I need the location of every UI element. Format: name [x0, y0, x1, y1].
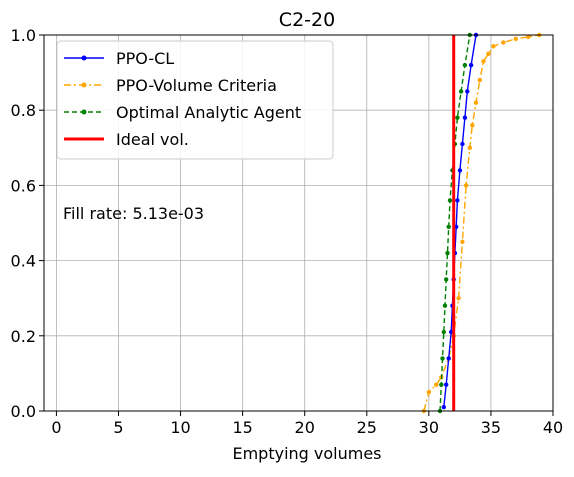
series-optimal-analytic-agent — [437, 32, 472, 414]
data-point-ppo-volume-criteria — [477, 77, 482, 83]
x-tick-label: 25 — [357, 418, 377, 437]
data-point-ppo-cl — [455, 198, 460, 203]
data-point-ppo-cl — [468, 62, 474, 68]
data-point-optimal-analytic-agent — [462, 62, 468, 68]
series-ppo-cl — [441, 32, 479, 410]
series-line-ppo-volume-criteria — [423, 34, 540, 412]
data-point-optimal-analytic-agent — [442, 303, 448, 308]
series-layer — [421, 32, 542, 414]
x-tick-label: 5 — [113, 418, 123, 437]
data-point-ppo-cl — [465, 89, 470, 94]
legend: PPO-CL PPO-Volume Criteria Optimal Analyti… — [56, 40, 334, 160]
data-point-ppo-volume-criteria — [486, 51, 491, 56]
data-point-ppo-volume-criteria — [434, 382, 439, 387]
y-tick-label: 0.2 — [11, 327, 36, 346]
data-point-optimal-analytic-agent — [441, 329, 446, 335]
data-point-ppo-volume-criteria — [426, 390, 432, 395]
x-tick-label: 10 — [170, 418, 190, 437]
data-point-ppo-cl — [441, 405, 446, 410]
legend-item-ideal-vol: Ideal vol. — [64, 130, 189, 149]
data-point-ppo-volume-criteria — [473, 100, 479, 105]
data-point-optimal-analytic-agent — [439, 382, 444, 387]
ticks: 0 5 10 15 20 25 30 35 40 0.0 0.2 0.4 0.6 0.8 1.0 — [11, 26, 564, 437]
x-tick-label: 0 — [51, 418, 61, 437]
legend-label: Ideal vol. — [116, 130, 189, 149]
plot-frame — [43, 34, 554, 412]
data-point-ppo-cl — [444, 382, 449, 387]
legend-marker — [81, 109, 87, 115]
series-ppo-volume-criteria — [421, 32, 542, 414]
data-point-ppo-volume-criteria — [460, 239, 465, 244]
data-point-ppo-volume-criteria — [481, 59, 486, 64]
data-point-optimal-analytic-agent — [458, 89, 464, 94]
data-point-ppo-volume-criteria — [456, 296, 461, 301]
data-point-ppo-cl — [460, 141, 465, 147]
data-point-optimal-analytic-agent — [447, 198, 453, 203]
data-point-optimal-analytic-agent — [444, 277, 449, 282]
y-tick-label: 0.6 — [11, 176, 36, 195]
legend-label: PPO-CL — [116, 49, 174, 68]
data-point-ppo-cl — [446, 356, 451, 361]
legend-label: Optimal Analytic Agent — [116, 103, 301, 122]
x-tick-label: 35 — [481, 418, 501, 437]
x-tick-label: 20 — [295, 418, 315, 437]
legend-item-ppo-cl: PPO-CL — [64, 49, 174, 68]
data-point-optimal-analytic-agent — [455, 115, 460, 120]
data-point-ppo-volume-criteria — [501, 40, 506, 45]
x-axis-label: Emptying volumes — [232, 444, 381, 463]
data-point-optimal-analytic-agent — [446, 224, 451, 229]
data-point-optimal-analytic-agent — [445, 250, 450, 256]
y-tick-label: 0.8 — [11, 101, 36, 120]
legend-marker — [81, 55, 87, 61]
legend-label: PPO-Volume Criteria — [116, 76, 277, 95]
chart-title: C2-20 — [279, 9, 335, 31]
x-tick-label: 40 — [543, 418, 563, 437]
legend-item-optimal-analytic-agent: Optimal Analytic Agent — [64, 103, 301, 122]
legend-marker — [81, 82, 87, 88]
data-point-ppo-volume-criteria — [470, 123, 475, 128]
legend-box — [56, 40, 334, 160]
x-tick-label: 15 — [232, 418, 252, 437]
data-point-ppo-volume-criteria — [467, 145, 472, 150]
data-point-optimal-analytic-agent — [440, 356, 445, 361]
data-point-ppo-volume-criteria — [526, 34, 531, 40]
y-tick-label: 0.4 — [11, 252, 36, 271]
y-tick-label: 0.0 — [11, 402, 36, 421]
fill-rate-annotation: Fill rate: 5.13e-03 — [63, 204, 204, 223]
legend-item-ppo-volume-criteria: PPO-Volume Criteria — [64, 76, 277, 95]
data-point-ppo-volume-criteria — [513, 36, 518, 41]
data-point-ppo-volume-criteria — [491, 44, 496, 49]
data-point-ppo-volume-criteria — [463, 183, 469, 188]
y-tick-label: 1.0 — [11, 26, 36, 45]
data-point-ppo-cl — [462, 115, 468, 120]
data-point-ppo-cl — [457, 168, 463, 173]
x-tick-label: 30 — [419, 418, 439, 437]
